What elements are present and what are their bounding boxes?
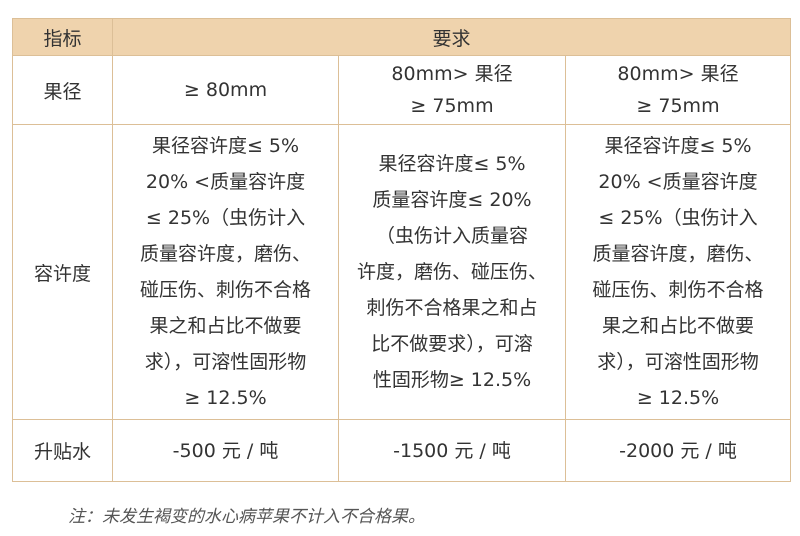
row-label: 果径 <box>12 55 113 125</box>
cell-line: 求），可溶性固形物 <box>597 351 759 373</box>
cell-line: 果径容许度≤ 5% <box>378 153 526 175</box>
footnote: 注：未发生褐变的水心病苹果不计入不合格果。 <box>68 507 425 527</box>
cell: 果径容许度≤ 5% 20% <质量容许度 ≤ 25%（虫伤计入 质量容许度，磨伤、 碰压… <box>564 124 792 420</box>
cell-line: -500 元 / 吨 <box>172 439 279 462</box>
table-row: 容许度 果径容许度≤ 5% 20% <质量容许度 ≤ 25%（虫伤计入 质量容许度，磨伤… <box>12 124 792 420</box>
cell-line: ≤ 25%（虫伤计入 <box>598 207 758 229</box>
cell-line: 碰压伤、刺伤不合格 <box>139 279 311 301</box>
cell-line: -1500 元 / 吨 <box>393 439 511 462</box>
cell-line: 许度，磨伤、碰压伤、 <box>356 261 547 283</box>
cell-line: ≥ 12.5% <box>636 387 720 409</box>
table-row: 升贴水 -500 元 / 吨 -1500 元 / 吨 -2000 元 / 吨 <box>12 419 792 482</box>
cell-line: -2000 元 / 吨 <box>619 439 737 462</box>
cell: -500 元 / 吨 <box>112 419 339 482</box>
cell-line: 果径容许度≤ 5% <box>604 135 752 157</box>
cell-line: ≥ 75mm <box>410 95 494 117</box>
cell-line: 80mm> 果径 <box>617 63 739 85</box>
header-cell: 指标 <box>12 18 113 56</box>
cell-line: 80mm> 果径 <box>391 63 513 85</box>
cell-line: ≤ 25%（虫伤计入 <box>145 207 306 229</box>
cell: 果径容许度≤ 5% 20% <质量容许度 ≤ 25%（虫伤计入 质量容许度，磨伤、 碰压… <box>112 124 339 420</box>
row-label: 容许度 <box>12 124 113 420</box>
cell-line: ≥ 80mm <box>183 79 268 101</box>
table-body: 果径 ≥ 80mm 80mm> 果径 ≥ 75mm 80mm> 果径 ≥ 75mm 容许度果… <box>12 55 792 482</box>
header-cell: 要求 <box>111 18 792 56</box>
cell-line: 果之和占比不做要 <box>602 315 755 337</box>
cell: 80mm> 果径 ≥ 75mm <box>338 55 566 125</box>
cell-line: 20% <质量容许度 <box>598 171 758 193</box>
cell-line: 性固形物≥ 12.5% <box>372 369 532 391</box>
cell-line: 刺伤不合格果之和占 <box>366 297 538 319</box>
row-label: 升贴水 <box>12 419 113 482</box>
cell-line: 碰压伤、刺伤不合格 <box>592 279 764 301</box>
cell: -2000 元 / 吨 <box>564 419 792 482</box>
cell-line: ≥ 12.5% <box>184 387 267 409</box>
cell-line: 质量容许度，磨伤、 <box>592 243 764 265</box>
cell-line: （虫伤计入质量容 <box>375 225 528 247</box>
cell-line: 质量容许度，磨伤、 <box>139 243 311 265</box>
cell: 果径容许度≤ 5% 质量容许度≤ 20% （虫伤计入质量容 许度，磨伤、碰压伤、 刺伤不… <box>338 124 566 420</box>
cell-line: 求），可溶性固形物 <box>144 351 307 373</box>
cell: ≥ 80mm <box>112 55 339 125</box>
spec-table: 指标 要求 果径 ≥ 80mm 80mm> 果径 ≥ 75mm 80mm> 果径 ≥ 75… <box>12 18 792 482</box>
cell: 80mm> 果径 ≥ 75mm <box>564 55 792 125</box>
cell-line: 比不做要求），可溶 <box>371 333 533 355</box>
cell-line: 果之和占比不做要 <box>149 315 302 337</box>
cell-line: 20% <质量容许度 <box>145 171 306 193</box>
cell-line: 质量容许度≤ 20% <box>372 189 532 211</box>
cell: -1500 元 / 吨 <box>338 419 566 482</box>
cell-line: ≥ 75mm <box>636 95 720 117</box>
header-row: 指标 要求 <box>12 18 792 56</box>
cell-line: 果径容许度≤ 5% <box>151 135 300 157</box>
table-row: 果径 ≥ 80mm 80mm> 果径 ≥ 75mm 80mm> 果径 ≥ 75mm <box>12 55 792 125</box>
